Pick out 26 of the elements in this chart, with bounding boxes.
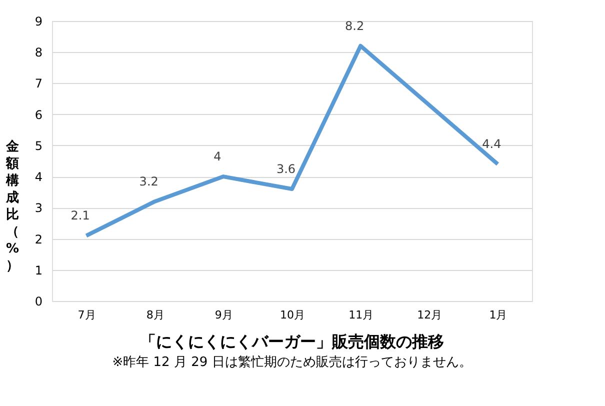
y-tick-label: 8 — [34, 46, 42, 60]
y-tick-label: 3 — [34, 201, 42, 216]
data-label: 4 — [214, 150, 222, 164]
x-tick-label: 9月 — [214, 308, 233, 322]
data-label: 3.6 — [276, 162, 296, 176]
x-tick-label: 11月 — [348, 308, 374, 322]
y-tick-label: 1 — [34, 263, 42, 278]
x-tick-label: 12月 — [417, 308, 442, 322]
data-label: 8.2 — [345, 18, 364, 33]
x-tick-label: 7月 — [78, 308, 96, 322]
y-axis-title: 金額構成比（%） — [5, 140, 20, 274]
y-tick-label: 7 — [34, 76, 42, 91]
x-tick-label: 8月 — [146, 308, 164, 322]
y-tick-label: 0 — [34, 294, 42, 308]
data-label: 3.2 — [139, 174, 158, 188]
x-tick-label: 1月 — [489, 308, 508, 322]
data-label: 2.1 — [70, 208, 90, 223]
y-tick-label: 9 — [34, 14, 42, 28]
text: ※昨年 12 月 29 日は繁忙期のため販売は行っておりません。 — [112, 355, 472, 370]
y-tick-label: 6 — [34, 108, 42, 122]
x-tick-label: 10月 — [280, 308, 305, 322]
y-tick-label: 2 — [34, 232, 42, 246]
y-tick-label: 4 — [34, 170, 42, 184]
y-tick-label: 5 — [34, 138, 42, 153]
text: 「にくにくにくバーガー」販売個数の推移 — [140, 332, 444, 351]
data-label: 4.4 — [482, 137, 502, 152]
